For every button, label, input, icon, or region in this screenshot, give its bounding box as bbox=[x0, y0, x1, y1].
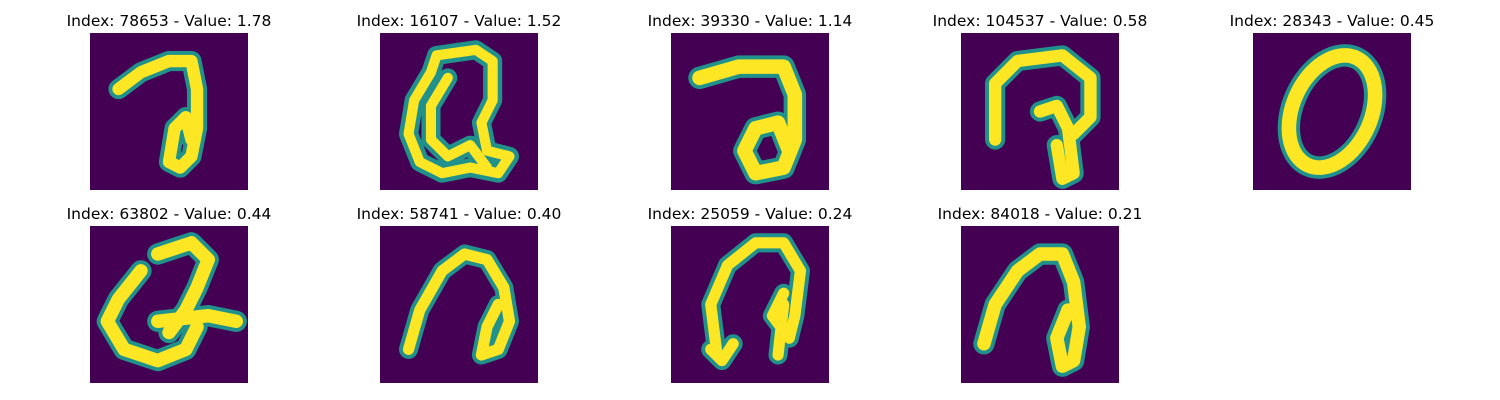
panel-title: Index: 63802 - Value: 0.44 bbox=[66, 205, 272, 223]
digit-image bbox=[671, 226, 829, 383]
panel-title: Index: 78653 - Value: 1.78 bbox=[66, 12, 272, 30]
digit-image bbox=[961, 226, 1119, 383]
panel-title: Index: 25059 - Value: 0.24 bbox=[647, 205, 853, 223]
digit-image bbox=[380, 33, 538, 190]
panel-title: Index: 104537 - Value: 0.58 bbox=[932, 12, 1148, 30]
digit-drawing bbox=[701, 233, 810, 371]
digit-drawing bbox=[96, 232, 247, 372]
digit-drawing bbox=[973, 243, 1090, 377]
digit-drawing bbox=[1277, 44, 1387, 179]
digit-drawing bbox=[108, 50, 208, 178]
digit-drawing bbox=[399, 40, 519, 183]
digit-image bbox=[961, 33, 1119, 190]
digit-image bbox=[90, 33, 248, 190]
digit-drawing bbox=[399, 244, 519, 365]
panel-title: Index: 39330 - Value: 1.14 bbox=[647, 12, 853, 30]
digit-image bbox=[1253, 33, 1411, 190]
panel-title: Index: 28343 - Value: 0.45 bbox=[1229, 12, 1435, 30]
panel-title: Index: 58741 - Value: 0.40 bbox=[356, 205, 562, 223]
digit-drawing bbox=[688, 55, 807, 185]
digit-image bbox=[671, 33, 829, 190]
digit-drawing bbox=[985, 45, 1101, 189]
digit-image bbox=[90, 226, 248, 383]
digit-image bbox=[380, 226, 538, 383]
panel-title: Index: 84018 - Value: 0.21 bbox=[937, 205, 1143, 223]
panel-title: Index: 16107 - Value: 1.52 bbox=[356, 12, 562, 30]
